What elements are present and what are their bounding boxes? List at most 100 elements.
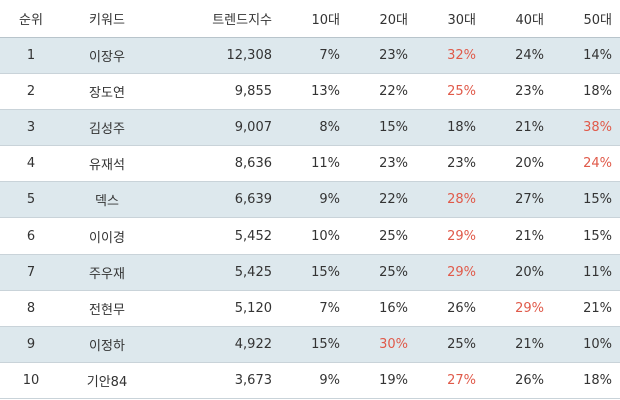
header-trend-index: 트렌드지수 (152, 0, 280, 38)
age-30s-cell: 18% (416, 109, 484, 147)
age-20s-cell: 22% (348, 181, 416, 219)
age-50s-cell: 10% (552, 326, 620, 364)
age-40s-cell: 21% (484, 217, 552, 255)
age-10s-cell: 9% (280, 181, 348, 219)
keyword-cell: 김성주 (62, 109, 152, 147)
age-20s-cell: 23% (348, 37, 416, 74)
header-age-50s: 50대 (552, 0, 620, 38)
trend-index-cell: 9,855 (152, 73, 280, 110)
age-30s-cell: 23% (416, 145, 484, 183)
rank-cell: 4 (0, 145, 62, 183)
header-age-30s: 30대 (416, 0, 484, 38)
age-40s-cell: 24% (484, 37, 552, 74)
age-30s-cell: 29% (416, 217, 484, 255)
trend-index-cell: 3,673 (152, 362, 280, 400)
age-30s-cell: 27% (416, 362, 484, 400)
age-50s-cell: 21% (552, 290, 620, 328)
rank-cell: 7 (0, 254, 62, 291)
trend-index-cell: 8,636 (152, 145, 280, 183)
age-40s-cell: 23% (484, 73, 552, 110)
header-age-10s: 10대 (280, 0, 348, 38)
age-20s-cell: 23% (348, 145, 416, 183)
keyword-cell: 전현무 (62, 290, 152, 328)
rank-cell: 6 (0, 217, 62, 255)
table-row: 10 기안84 3,673 9% 19% 27% 26% 18% (0, 362, 620, 400)
rank-cell: 9 (0, 326, 62, 364)
age-10s-cell: 13% (280, 73, 348, 110)
rank-cell: 10 (0, 362, 62, 400)
age-20s-cell: 30% (348, 326, 416, 364)
trend-index-cell: 6,639 (152, 181, 280, 219)
table-row: 4 유재석 8,636 11% 23% 23% 20% 24% (0, 145, 620, 183)
rank-cell: 3 (0, 109, 62, 147)
age-20s-cell: 15% (348, 109, 416, 147)
age-50s-cell: 18% (552, 362, 620, 400)
age-10s-cell: 8% (280, 109, 348, 147)
table-row: 2 장도연 9,855 13% 22% 25% 23% 18% (0, 73, 620, 110)
keyword-cell: 장도연 (62, 73, 152, 110)
keyword-cell: 덱스 (62, 181, 152, 219)
age-10s-cell: 11% (280, 145, 348, 183)
age-30s-cell: 25% (416, 73, 484, 110)
trend-index-cell: 9,007 (152, 109, 280, 147)
header-rank: 순위 (0, 0, 62, 38)
age-10s-cell: 15% (280, 254, 348, 291)
age-50s-cell: 11% (552, 254, 620, 291)
age-40s-cell: 26% (484, 362, 552, 400)
trend-index-cell: 5,452 (152, 217, 280, 255)
age-20s-cell: 19% (348, 362, 416, 400)
keyword-cell: 주우재 (62, 254, 152, 291)
age-10s-cell: 10% (280, 217, 348, 255)
age-40s-cell: 21% (484, 326, 552, 364)
age-20s-cell: 22% (348, 73, 416, 110)
table-header-row: 순위 키워드 트렌드지수 10대 20대 30대 40대 50대 (0, 0, 620, 38)
age-30s-cell: 28% (416, 181, 484, 219)
age-20s-cell: 25% (348, 254, 416, 291)
table-body: 1 이장우 12,308 7% 23% 32% 24% 14% 2 장도연 9,855 13% 22% 2… (0, 37, 620, 400)
age-40s-cell: 27% (484, 181, 552, 219)
header-age-20s: 20대 (348, 0, 416, 38)
header-age-40s: 40대 (484, 0, 552, 38)
rank-cell: 5 (0, 181, 62, 219)
age-30s-cell: 26% (416, 290, 484, 328)
trend-index-cell: 5,425 (152, 254, 280, 291)
keyword-cell: 유재석 (62, 145, 152, 183)
table-row: 3 김성주 9,007 8% 15% 18% 21% 38% (0, 109, 620, 147)
keyword-cell: 이장우 (62, 37, 152, 74)
age-40s-cell: 20% (484, 254, 552, 291)
trend-index-cell: 5,120 (152, 290, 280, 328)
trend-index-cell: 12,308 (152, 37, 280, 74)
table-row: 8 전현무 5,120 7% 16% 26% 29% 21% (0, 290, 620, 328)
age-40s-cell: 21% (484, 109, 552, 147)
header-keyword: 키워드 (62, 0, 152, 38)
keyword-cell: 이정하 (62, 326, 152, 364)
age-50s-cell: 18% (552, 73, 620, 110)
table-row: 5 덱스 6,639 9% 22% 28% 27% 15% (0, 181, 620, 219)
age-50s-cell: 24% (552, 145, 620, 183)
age-50s-cell: 15% (552, 181, 620, 219)
age-50s-cell: 15% (552, 217, 620, 255)
age-30s-cell: 25% (416, 326, 484, 364)
table-row: 7 주우재 5,425 15% 25% 29% 20% 11% (0, 254, 620, 291)
age-10s-cell: 7% (280, 290, 348, 328)
rank-cell: 2 (0, 73, 62, 110)
keyword-cell: 이이경 (62, 217, 152, 255)
table-row: 6 이이경 5,452 10% 25% 29% 21% 15% (0, 217, 620, 255)
age-30s-cell: 29% (416, 254, 484, 291)
trend-index-cell: 4,922 (152, 326, 280, 364)
age-10s-cell: 15% (280, 326, 348, 364)
age-50s-cell: 14% (552, 37, 620, 74)
age-40s-cell: 29% (484, 290, 552, 328)
table-row: 1 이장우 12,308 7% 23% 32% 24% 14% (0, 37, 620, 74)
age-40s-cell: 20% (484, 145, 552, 183)
age-20s-cell: 25% (348, 217, 416, 255)
rank-cell: 1 (0, 37, 62, 74)
age-20s-cell: 16% (348, 290, 416, 328)
keyword-cell: 기안84 (62, 362, 152, 400)
table-row: 9 이정하 4,922 15% 30% 25% 21% 10% (0, 326, 620, 364)
age-30s-cell: 32% (416, 37, 484, 74)
age-10s-cell: 9% (280, 362, 348, 400)
age-10s-cell: 7% (280, 37, 348, 74)
age-50s-cell: 38% (552, 109, 620, 147)
